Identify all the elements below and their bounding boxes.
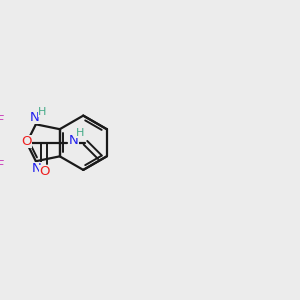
Text: H: H (76, 128, 84, 138)
Text: H: H (38, 106, 46, 117)
Text: N: N (32, 162, 42, 175)
Text: F: F (0, 114, 4, 127)
Text: N: N (69, 134, 79, 148)
Text: O: O (40, 165, 50, 178)
Text: F: F (0, 159, 4, 172)
Text: N: N (30, 112, 40, 124)
Text: O: O (21, 135, 32, 148)
